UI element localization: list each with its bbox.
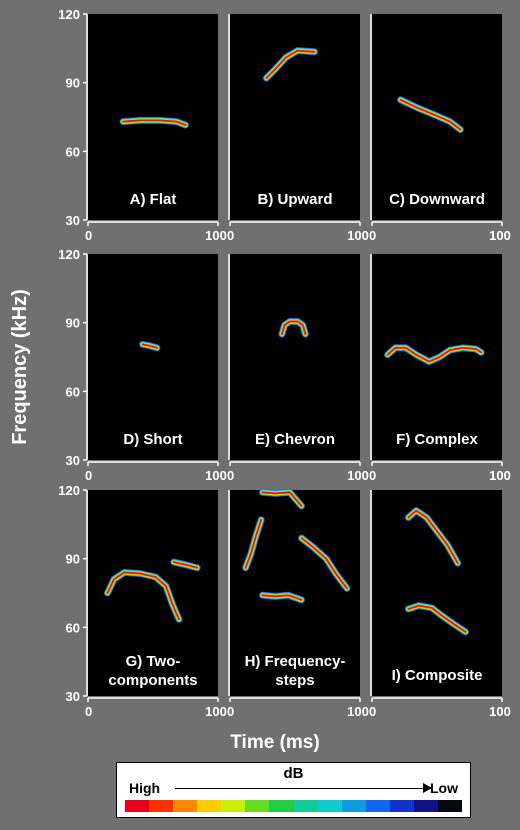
panel-background: [230, 254, 360, 460]
legend-swatch-8: [317, 800, 342, 812]
x-tick-label: 0: [227, 704, 234, 719]
y-tick-label: 90: [66, 316, 80, 331]
legend-swatch-10: [365, 800, 390, 812]
panel-7: 0 100 H) Frequency-steps: [227, 488, 369, 719]
x-tick-label: 0: [85, 468, 92, 483]
panel-title: components: [108, 672, 197, 689]
legend-high-label: High: [129, 780, 161, 796]
panel-2: 0 100 C) Downward: [369, 14, 511, 243]
panel-1: 0 100 B) Upward: [227, 14, 369, 243]
x-tick-label: 100: [489, 468, 511, 483]
panel-background: [372, 490, 502, 696]
legend-swatch-2: [173, 800, 198, 812]
x-tick-label: 100: [205, 228, 227, 243]
call-contour-0-layer-4: [386, 346, 483, 363]
legend-color-bar: [125, 800, 463, 812]
x-tick-label: 0: [369, 704, 376, 719]
y-tick-label: 120: [58, 483, 80, 498]
legend-swatch-13: [438, 800, 463, 812]
x-tick-label: 100: [489, 704, 511, 719]
legend-swatch-7: [293, 800, 318, 812]
panel-title: H) Frequency-: [245, 653, 346, 670]
panel-title: C) Downward: [389, 191, 485, 208]
y-tick-label: 30: [66, 689, 80, 704]
legend-swatch-0: [125, 800, 150, 812]
x-tick-label: 0: [227, 468, 234, 483]
x-tick-label: 100: [205, 468, 227, 483]
panel-title: I) Composite: [392, 667, 483, 684]
y-tick-label: 30: [66, 453, 80, 468]
y-tick-label: 60: [66, 384, 80, 399]
x-tick-label: 0: [369, 228, 376, 243]
legend-swatch-4: [221, 800, 246, 812]
x-tick-label: 0: [85, 704, 92, 719]
panel-8: 0 100 I) Composite: [369, 490, 511, 719]
call-contour-0-layer-4: [244, 518, 263, 569]
panel-title: G) Two-: [126, 653, 181, 670]
y-tick-label: 30: [66, 213, 80, 228]
legend-swatch-5: [245, 800, 270, 812]
x-axis-label: Time (ms): [230, 732, 320, 753]
y-tick-label: 120: [58, 7, 80, 22]
legend-arrowhead-icon: [423, 783, 432, 793]
panel-title: F) Complex: [396, 431, 478, 448]
call-contour-0-layer-4: [399, 98, 462, 131]
call-contour-0-layer-4: [281, 320, 307, 335]
y-tick-label: 120: [58, 247, 80, 262]
panel-background: [230, 14, 360, 220]
panel-4: 0 100 E) Chevron: [227, 254, 369, 483]
panel-background: [230, 490, 360, 696]
x-tick-label: 100: [347, 468, 369, 483]
y-tick-label: 90: [66, 76, 80, 91]
x-tick-label: 0: [227, 228, 234, 243]
y-tick-label: 60: [66, 144, 80, 159]
x-tick-label: 100: [347, 704, 369, 719]
call-contour-1-layer-4: [261, 491, 303, 507]
panel-title: B) Upward: [258, 191, 333, 208]
panel-0: 30 60 90 120 0 100 A) Flat: [58, 7, 227, 243]
color-legend: High dB Low: [116, 762, 471, 818]
legend-swatch-3: [197, 800, 222, 812]
call-contour-1-layer-4: [407, 604, 467, 633]
call-contour-1-layer-4: [172, 561, 199, 569]
panel-3: 30 60 90 120 0 100 D) Short: [58, 247, 227, 483]
legend-swatch-11: [389, 800, 414, 812]
panel-title: A) Flat: [130, 191, 177, 208]
panel-5: 0 100 F) Complex: [369, 254, 511, 483]
legend-unit-label: dB: [283, 765, 304, 782]
x-tick-label: 0: [85, 228, 92, 243]
legend-swatch-9: [341, 800, 366, 812]
y-tick-label: 90: [66, 552, 80, 567]
legend-swatch-1: [149, 800, 174, 812]
call-contour-0-layer-4: [265, 49, 316, 79]
panel-title: E) Chevron: [255, 431, 335, 448]
call-contour-0-layer-4: [141, 343, 158, 349]
panel-background: [88, 254, 218, 460]
y-tick-label: 60: [66, 620, 80, 635]
call-contour-0-layer-4: [407, 509, 459, 565]
legend-swatch-6: [269, 800, 294, 812]
panel-title: D) Short: [123, 431, 182, 448]
legend-arrow: [175, 788, 430, 789]
legend-swatch-12: [413, 800, 439, 812]
panel-title: steps: [275, 672, 314, 689]
call-contour-0-layer-4: [106, 571, 180, 621]
call-contour-3-layer-4: [300, 537, 348, 590]
x-tick-label: 0: [369, 468, 376, 483]
x-tick-label: 100: [347, 228, 369, 243]
y-axis-label: Frequency (kHz): [9, 289, 31, 445]
panel-6: 30 60 90 120 0 100 G) Two-components: [58, 483, 227, 719]
x-tick-label: 100: [489, 228, 511, 243]
call-contour-0-layer-4: [122, 119, 187, 126]
call-contour-2-layer-4: [261, 594, 303, 601]
legend-low-label: Low: [430, 780, 458, 796]
x-tick-label: 100: [205, 704, 227, 719]
